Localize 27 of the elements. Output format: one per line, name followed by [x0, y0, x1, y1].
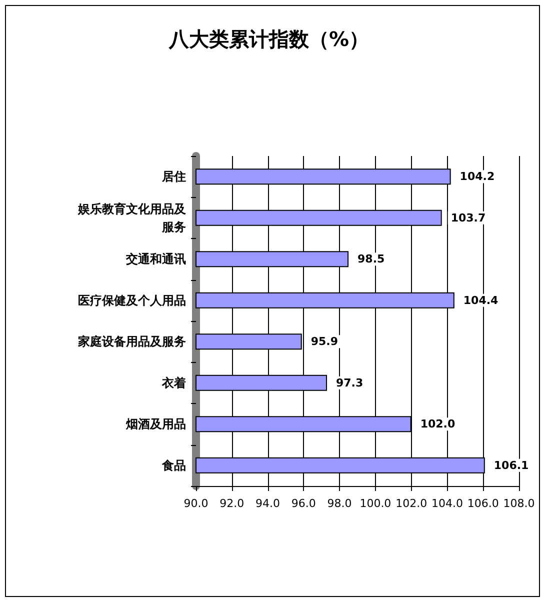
x-tick-label: 102.0: [396, 497, 428, 510]
chart-title: 八大类累计指数（%）: [168, 27, 370, 51]
data-label: 102.0: [420, 418, 456, 431]
data-label: 104.2: [460, 170, 495, 184]
y-tick-label: 食品: [161, 458, 186, 472]
data-label: 98.5: [358, 252, 385, 266]
y-tick-label: 交通和通讯: [125, 252, 186, 266]
y-tick-label: 居住: [161, 170, 186, 184]
data-label: 95.9: [310, 335, 338, 348]
x-tick-label: 100.0: [360, 497, 392, 510]
y-tick-label: 衣着: [161, 376, 186, 390]
y-tick-label: 娱乐教育文化用品及服务: [77, 202, 187, 234]
data-label: 97.3: [336, 376, 364, 390]
y-tick-label: 家庭设备用品及服务: [77, 334, 186, 349]
x-tick-label: 90.0: [184, 497, 208, 510]
x-tick-label: 104.0: [431, 497, 463, 510]
y-tick-label: 烟酒及用品: [125, 417, 186, 432]
x-tick-label: 106.0: [467, 497, 499, 510]
x-tick-label: 98.0: [327, 497, 352, 510]
data-label: 106.1: [494, 458, 529, 472]
data-label: 104.4: [463, 294, 499, 307]
x-tick-label: 108.0: [503, 497, 535, 510]
data-label: 103.7: [450, 211, 486, 224]
x-tick-label: 92.0: [220, 497, 244, 510]
x-tick-label: 96.0: [291, 497, 316, 510]
x-tick-label: 94.0: [256, 497, 280, 510]
y-tick-label: 医疗保健及个人用品: [78, 293, 186, 308]
